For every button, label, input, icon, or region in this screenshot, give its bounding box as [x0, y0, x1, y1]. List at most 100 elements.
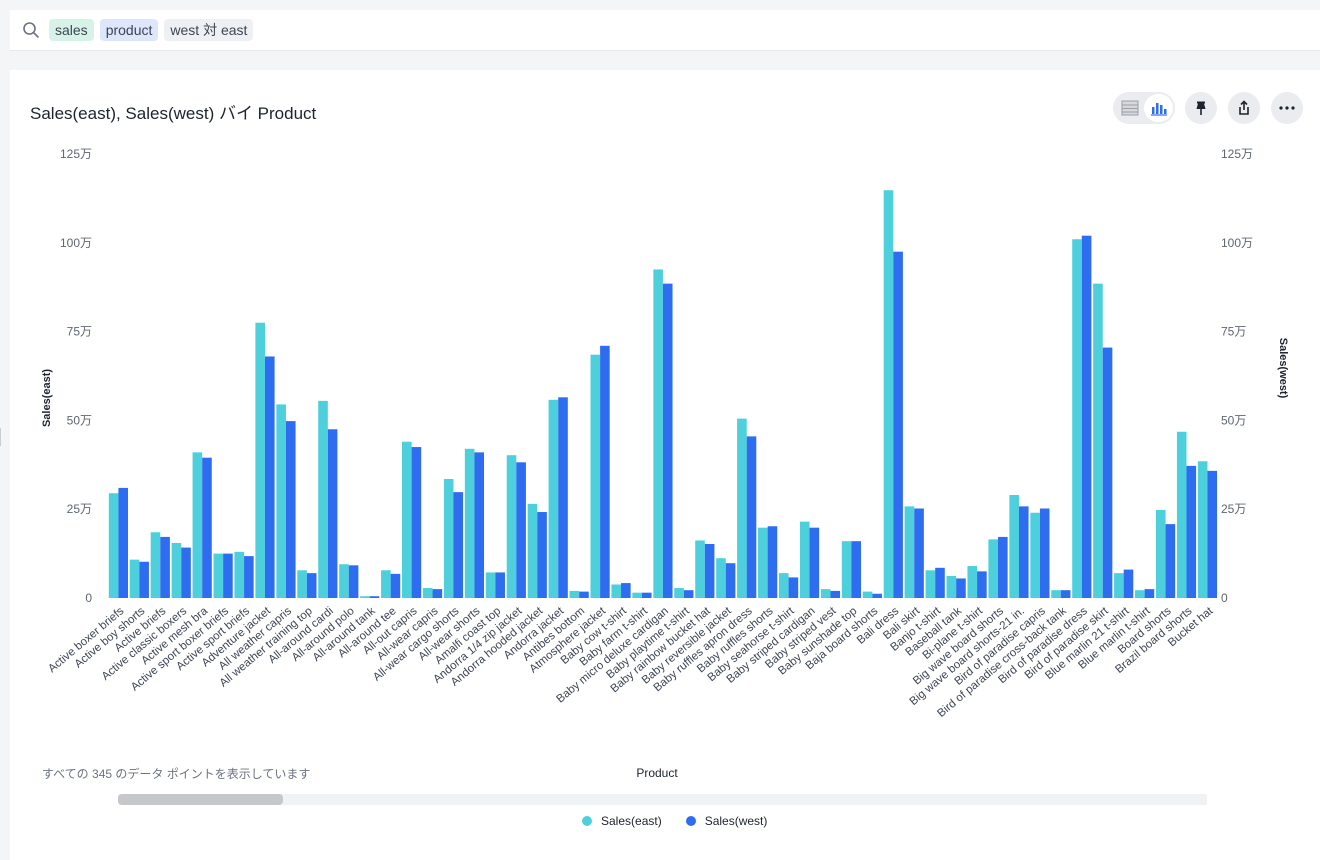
- bar-east[interactable]: [590, 354, 601, 598]
- bar-west[interactable]: [725, 563, 736, 598]
- bar-east[interactable]: [758, 527, 768, 598]
- bar-west[interactable]: [809, 527, 820, 598]
- bar-east[interactable]: [443, 479, 454, 598]
- bar-west[interactable]: [579, 591, 589, 598]
- bar-east[interactable]: [381, 570, 391, 598]
- bar-east[interactable]: [946, 575, 957, 598]
- bar-east[interactable]: [1155, 509, 1166, 598]
- bar-west[interactable]: [369, 596, 380, 598]
- bar-east[interactable]: [527, 503, 538, 598]
- resize-handle[interactable]: [0, 428, 3, 446]
- bar-east[interactable]: [213, 553, 224, 598]
- bar-west[interactable]: [181, 547, 191, 598]
- bar-west[interactable]: [1144, 589, 1155, 598]
- bar-west[interactable]: [977, 571, 987, 598]
- bar-west[interactable]: [1060, 590, 1071, 598]
- bar-east[interactable]: [360, 596, 370, 598]
- bar-west[interactable]: [998, 536, 1008, 598]
- bar-west[interactable]: [1165, 524, 1176, 598]
- bar-west[interactable]: [621, 583, 631, 598]
- bar-west[interactable]: [327, 429, 338, 598]
- bar-west[interactable]: [872, 593, 882, 598]
- bar-east[interactable]: [318, 400, 328, 598]
- bar-west[interactable]: [767, 526, 778, 598]
- bar-east[interactable]: [967, 566, 978, 598]
- bar-east[interactable]: [569, 590, 580, 598]
- bar-east[interactable]: [737, 418, 747, 598]
- bar-east[interactable]: [1176, 431, 1187, 598]
- bar-east[interactable]: [234, 551, 245, 598]
- bar-east[interactable]: [485, 572, 496, 598]
- bar-west[interactable]: [662, 283, 673, 598]
- scrollbar-thumb[interactable]: [118, 794, 283, 805]
- bar-west[interactable]: [1081, 235, 1092, 598]
- share-button[interactable]: [1228, 92, 1260, 124]
- bar-east[interactable]: [1009, 494, 1019, 598]
- bar-west[interactable]: [600, 345, 610, 598]
- bar-east[interactable]: [778, 573, 789, 598]
- bar-east[interactable]: [1072, 239, 1082, 598]
- bar-east[interactable]: [1114, 573, 1124, 598]
- bar-west[interactable]: [537, 512, 547, 598]
- bar-east[interactable]: [1051, 590, 1061, 598]
- bar-west[interactable]: [1039, 508, 1050, 598]
- bar-east[interactable]: [464, 448, 475, 598]
- bar-west[interactable]: [746, 436, 757, 598]
- bar-west[interactable]: [683, 590, 694, 598]
- pin-button[interactable]: [1185, 92, 1217, 124]
- legend-item-east[interactable]: Sales(east): [582, 814, 662, 828]
- bar-east[interactable]: [255, 322, 265, 598]
- bar-west[interactable]: [390, 573, 401, 598]
- bar-east[interactable]: [925, 570, 936, 598]
- bar-east[interactable]: [653, 269, 663, 598]
- bar-west[interactable]: [851, 541, 862, 598]
- bar-west[interactable]: [348, 565, 359, 598]
- bar-east[interactable]: [632, 592, 642, 598]
- search-token-sales[interactable]: sales: [49, 19, 94, 41]
- bar-west[interactable]: [285, 421, 296, 598]
- bar-east[interactable]: [171, 542, 182, 598]
- bar-west[interactable]: [704, 544, 715, 598]
- bar-east[interactable]: [1197, 461, 1208, 598]
- bar-east[interactable]: [276, 404, 286, 598]
- bar-east[interactable]: [422, 588, 433, 598]
- bar-west[interactable]: [1102, 347, 1113, 598]
- bar-east[interactable]: [799, 521, 810, 598]
- bar-east[interactable]: [108, 493, 119, 598]
- bar-west[interactable]: [160, 536, 170, 598]
- bar-west[interactable]: [244, 556, 254, 598]
- bar-west[interactable]: [411, 447, 422, 598]
- bar-west[interactable]: [558, 397, 568, 598]
- bar-west[interactable]: [223, 553, 233, 598]
- table-view-button[interactable]: [1115, 94, 1144, 122]
- bar-west[interactable]: [1207, 470, 1218, 598]
- bar-east[interactable]: [1093, 283, 1103, 598]
- bar-west[interactable]: [641, 592, 652, 598]
- more-options-button[interactable]: [1271, 92, 1303, 124]
- bar-west[interactable]: [202, 457, 212, 598]
- bar-east[interactable]: [1030, 512, 1040, 598]
- bar-west[interactable]: [1123, 569, 1134, 598]
- bar-east[interactable]: [674, 588, 684, 598]
- bar-east[interactable]: [150, 532, 161, 598]
- bar-west[interactable]: [830, 590, 841, 598]
- bar-east[interactable]: [506, 455, 517, 598]
- bar-west[interactable]: [432, 589, 443, 598]
- bar-west[interactable]: [788, 577, 799, 598]
- bar-west[interactable]: [516, 462, 526, 598]
- search-token-west-vs-east[interactable]: west 対 east: [164, 19, 254, 41]
- bar-east[interactable]: [716, 558, 726, 598]
- bar-east[interactable]: [402, 441, 412, 598]
- bar-west[interactable]: [914, 508, 924, 598]
- bar-east[interactable]: [862, 591, 873, 598]
- bar-east[interactable]: [611, 584, 622, 599]
- bar-east[interactable]: [297, 570, 307, 598]
- bar-west[interactable]: [139, 561, 149, 598]
- bar-west[interactable]: [265, 356, 275, 598]
- bar-west[interactable]: [893, 251, 903, 598]
- search-token-product[interactable]: product: [99, 19, 159, 41]
- bar-west[interactable]: [306, 573, 317, 598]
- bar-west[interactable]: [1018, 506, 1029, 598]
- search-icon[interactable]: [22, 21, 40, 39]
- bar-west[interactable]: [453, 492, 464, 598]
